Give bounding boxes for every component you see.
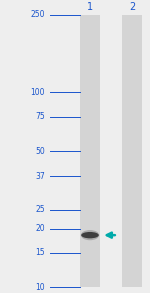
Text: 37: 37 [35, 172, 45, 181]
FancyBboxPatch shape [80, 15, 100, 287]
Text: 10: 10 [35, 283, 45, 292]
Text: 1: 1 [87, 2, 93, 12]
FancyBboxPatch shape [122, 15, 142, 287]
Text: 50: 50 [35, 146, 45, 156]
Text: 25: 25 [35, 205, 45, 214]
Text: 100: 100 [30, 88, 45, 97]
Text: 20: 20 [35, 224, 45, 233]
Ellipse shape [81, 230, 99, 240]
Text: 15: 15 [35, 248, 45, 257]
Text: 250: 250 [30, 10, 45, 19]
Ellipse shape [81, 232, 99, 238]
Text: 2: 2 [129, 2, 135, 12]
Text: 75: 75 [35, 112, 45, 121]
